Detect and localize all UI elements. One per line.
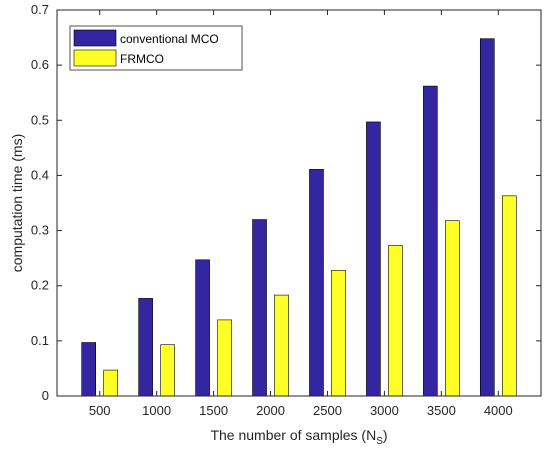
plot-frame (56, 9, 542, 397)
x-tick-label: 500 (89, 403, 111, 418)
legend-swatch-frmco (73, 49, 117, 67)
legend-swatch-conventional-mco (73, 29, 117, 47)
bar-frmco-1000 (160, 344, 175, 397)
bar-conventional-mco-2500 (309, 169, 324, 397)
bar-frmco-2000 (274, 294, 289, 397)
x-axis-title: The number of samples (NS) (210, 427, 387, 447)
x-tick-label: 4000 (484, 403, 513, 418)
x-axis-title-main: The number of samples (N (210, 427, 376, 443)
y-tick-label: 0.3 (31, 223, 49, 238)
bar-frmco-500 (103, 369, 119, 397)
y-axis-title: computation time (ms) (9, 134, 25, 272)
bar-conventional-mco-3500 (423, 85, 438, 397)
y-tick-label: 0.6 (31, 57, 49, 72)
x-tick-label: 3000 (370, 403, 399, 418)
bar-frmco-1500 (217, 319, 232, 397)
x-axis-ticks: 500 1000 1500 2000 2500 3000 3500 4000 (89, 10, 513, 418)
y-axis-ticks: 0 0.1 0.2 0.3 0.4 0.5 0.6 0.7 (31, 2, 541, 403)
plot-background (57, 10, 541, 396)
bar-conventional-mco-3000 (366, 121, 381, 397)
bar-conventional-mco-500 (81, 342, 97, 397)
x-tick-label: 1500 (199, 403, 228, 418)
legend: conventional MCO FRMCO (69, 25, 243, 71)
legend-label-frmco: FRMCO (120, 52, 164, 66)
bars-layer (81, 38, 517, 397)
x-tick-label: 3500 (427, 403, 456, 418)
x-axis-title-end: ) (383, 427, 388, 443)
y-tick-label: 0.1 (31, 333, 49, 348)
x-tick-label: 2500 (313, 403, 342, 418)
bar-frmco-4000 (501, 195, 517, 397)
y-tick-label: 0.7 (31, 2, 49, 17)
bar-frmco-3000 (388, 245, 403, 397)
bar-conventional-mco-1500 (195, 259, 210, 397)
bar-frmco-3500 (445, 220, 460, 397)
bar-conventional-mco-1000 (138, 298, 153, 397)
x-axis-title-sub: S (376, 436, 383, 447)
y-tick-label: 0.5 (31, 112, 49, 127)
x-tick-label: 2000 (256, 403, 285, 418)
bar-conventional-mco-4000 (479, 38, 495, 397)
bar-conventional-mco-2000 (252, 219, 267, 397)
legend-label-conventional-mco: conventional MCO (120, 32, 219, 46)
bar-frmco-2500 (331, 269, 346, 397)
y-tick-label: 0 (42, 388, 49, 403)
y-tick-label: 0.4 (31, 167, 49, 182)
x-tick-label: 1000 (142, 403, 171, 418)
y-tick-label: 0.2 (31, 278, 49, 293)
